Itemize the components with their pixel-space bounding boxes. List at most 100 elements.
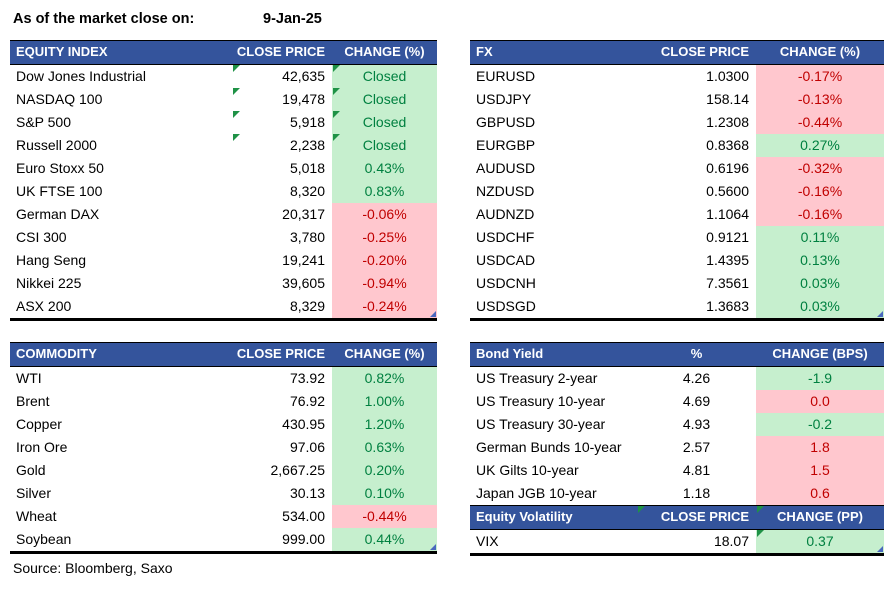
change-cell[interactable]: 0.63% [332, 436, 437, 459]
close-price-cell[interactable]: 19,478 [232, 88, 332, 111]
change-cell[interactable]: -0.06% [332, 203, 437, 226]
change-cell[interactable]: -0.32% [756, 157, 884, 180]
instrument-name-cell[interactable]: Brent [16, 393, 50, 409]
close-price-cell[interactable]: 1.0300 [706, 68, 749, 84]
close-price-cell[interactable]: 30.13 [289, 485, 325, 501]
instrument-name-cell[interactable]: USDCAD [476, 252, 536, 268]
close-price-header[interactable]: CLOSE PRICE [236, 346, 325, 361]
close-price-cell[interactable]: 0.6196 [706, 160, 749, 176]
close-price-cell[interactable]: 1.4395 [706, 252, 749, 268]
instrument-name-cell[interactable]: AUDNZD [476, 206, 535, 222]
change-cell[interactable]: 1.00% [332, 390, 437, 413]
change-cell[interactable]: -0.24% [332, 295, 437, 318]
change-cell[interactable]: -0.44% [332, 505, 437, 528]
instrument-name-cell[interactable]: Nikkei 225 [16, 275, 82, 291]
change-cell[interactable]: 1.5 [756, 459, 884, 482]
close-price-cell[interactable]: 2.57 [682, 439, 711, 455]
close-price-cell[interactable]: 3,780 [289, 229, 325, 245]
close-price-cell[interactable]: 5,018 [289, 160, 325, 176]
close-price-cell[interactable]: 20,317 [282, 206, 325, 222]
instrument-name-cell[interactable]: Dow Jones Industrial [16, 68, 146, 84]
close-price-cell[interactable]: 39,605 [282, 275, 325, 291]
change-cell[interactable]: 0.43% [332, 157, 437, 180]
close-price-cell[interactable]: 7.3561 [706, 275, 749, 291]
instrument-name-cell[interactable]: S&P 500 [16, 114, 72, 130]
change-cell[interactable]: -0.2 [756, 413, 884, 436]
instrument-name-cell[interactable]: NZDUSD [476, 183, 535, 199]
close-price-cell[interactable]: 4.26 [682, 370, 711, 386]
close-price-cell[interactable]: 2,667.25 [270, 462, 326, 478]
change-cell[interactable]: Closed [332, 134, 437, 157]
percent-header[interactable]: % [690, 346, 703, 361]
instrument-name-cell[interactable]: US Treasury 2-year [476, 370, 598, 386]
change-cell[interactable]: -0.25% [332, 226, 437, 249]
instrument-name-cell[interactable]: AUDUSD [476, 160, 536, 176]
change-cell[interactable]: 0.82% [332, 367, 437, 390]
change-cell[interactable]: 0.13% [756, 249, 884, 272]
change-pct-header[interactable]: CHANGE (%) [779, 44, 861, 59]
change-cell[interactable]: -0.16% [756, 180, 884, 203]
change-cell[interactable]: Closed [332, 65, 437, 88]
change-cell[interactable]: Closed [332, 88, 437, 111]
change-cell[interactable]: -0.44% [756, 111, 884, 134]
change-cell[interactable]: -0.20% [332, 249, 437, 272]
change-cell[interactable]: -0.16% [756, 203, 884, 226]
change-bps-header[interactable]: CHANGE (BPS) [772, 346, 868, 361]
instrument-name-cell[interactable]: ASX 200 [16, 298, 72, 314]
change-cell[interactable]: Closed [332, 111, 437, 134]
instrument-name-cell[interactable]: German Bunds 10-year [476, 439, 622, 455]
commodity-header[interactable]: COMMODITY [16, 346, 97, 361]
close-price-cell[interactable]: 8,329 [289, 298, 325, 314]
close-price-cell[interactable]: 1.2308 [706, 114, 749, 130]
close-price-header[interactable]: CLOSE PRICE [660, 44, 749, 59]
close-price-cell[interactable]: 4.81 [682, 462, 711, 478]
instrument-name-cell[interactable]: VIX [476, 533, 499, 549]
change-cell[interactable]: 0.83% [332, 180, 437, 203]
equity-volatility-header[interactable]: Equity Volatility [476, 509, 573, 524]
instrument-name-cell[interactable]: USDCHF [476, 229, 535, 245]
change-cell[interactable]: -0.13% [756, 88, 884, 111]
change-cell[interactable]: 0.0 [756, 390, 884, 413]
close-price-cell[interactable]: 97.06 [289, 439, 325, 455]
instrument-name-cell[interactable]: GBPUSD [476, 114, 536, 130]
instrument-name-cell[interactable]: Wheat [16, 508, 57, 524]
instrument-name-cell[interactable]: US Treasury 30-year [476, 416, 606, 432]
instrument-name-cell[interactable]: UK FTSE 100 [16, 183, 103, 199]
instrument-name-cell[interactable]: Iron Ore [16, 439, 68, 455]
close-price-cell[interactable]: 534.00 [282, 508, 325, 524]
instrument-name-cell[interactable]: US Treasury 10-year [476, 393, 606, 409]
instrument-name-cell[interactable]: USDJPY [476, 91, 532, 107]
close-price-cell[interactable]: 42,635 [232, 65, 332, 88]
change-cell[interactable]: 1.8 [756, 436, 884, 459]
instrument-name-cell[interactable]: NASDAQ 100 [16, 91, 103, 107]
close-price-cell[interactable]: 0.5600 [706, 183, 749, 199]
instrument-name-cell[interactable]: Hang Seng [16, 252, 87, 268]
instrument-name-cell[interactable]: UK Gilts 10-year [476, 462, 579, 478]
close-price-header[interactable]: CLOSE PRICE [637, 506, 756, 529]
instrument-name-cell[interactable]: USDSGD [476, 298, 536, 314]
instrument-name-cell[interactable]: CSI 300 [16, 229, 67, 245]
change-cell[interactable]: 1.20% [332, 413, 437, 436]
instrument-name-cell[interactable]: Silver [16, 485, 52, 501]
change-cell[interactable]: 0.44% [332, 528, 437, 551]
change-cell[interactable]: 0.6 [756, 482, 884, 505]
change-cell[interactable]: 0.37 [756, 530, 884, 553]
change-cell[interactable]: 0.10% [332, 482, 437, 505]
instrument-name-cell[interactable]: Euro Stoxx 50 [16, 160, 104, 176]
change-cell[interactable]: 0.27% [756, 134, 884, 157]
change-pct-header[interactable]: CHANGE (%) [344, 346, 425, 361]
instrument-name-cell[interactable]: EURUSD [476, 68, 536, 84]
instrument-name-cell[interactable]: Gold [16, 462, 46, 478]
equity-index-header[interactable]: EQUITY INDEX [16, 44, 108, 59]
bond-yield-header[interactable]: Bond Yield [476, 346, 544, 361]
close-price-cell[interactable]: 5,918 [232, 111, 332, 134]
close-price-cell[interactable]: 76.92 [289, 393, 325, 409]
change-cell[interactable]: -0.94% [332, 272, 437, 295]
instrument-name-cell[interactable]: German DAX [16, 206, 100, 222]
close-price-cell[interactable]: 1.1064 [706, 206, 749, 222]
close-price-cell[interactable]: 430.95 [282, 416, 325, 432]
close-price-cell[interactable]: 2,238 [232, 134, 332, 157]
close-price-cell[interactable]: 1.3683 [706, 298, 749, 314]
close-price-cell[interactable]: 4.93 [682, 416, 711, 432]
instrument-name-cell[interactable]: WTI [16, 370, 42, 386]
